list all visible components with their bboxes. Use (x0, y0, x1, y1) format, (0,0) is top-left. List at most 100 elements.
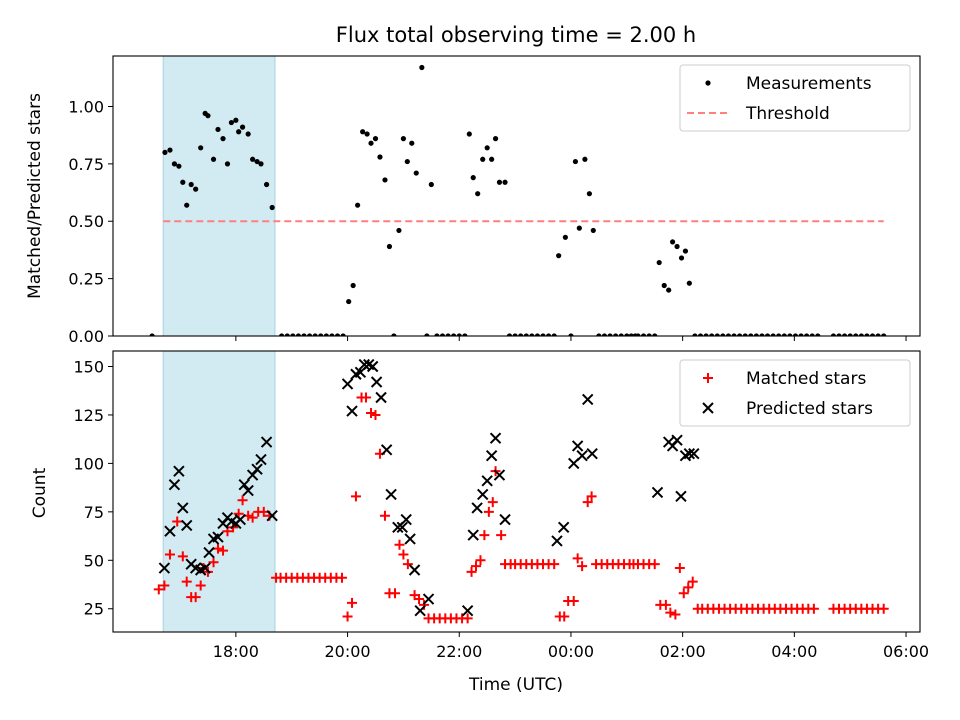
measurement-point (875, 333, 881, 336)
measurement-point (456, 333, 462, 336)
measurement-point (830, 333, 837, 336)
measurement-point (512, 333, 518, 336)
top-y-axis-label: Matched/Predicted stars (25, 93, 45, 299)
measurement-point (445, 333, 451, 336)
measurement-point (725, 333, 732, 336)
measurement-point (678, 255, 685, 261)
measurement-point (149, 333, 155, 336)
predicted-star-point (251, 463, 263, 475)
measurement-point (355, 202, 361, 208)
measurement-point (534, 333, 541, 336)
measurement-point (753, 333, 759, 336)
measurement-point (279, 333, 285, 336)
measurement-point (881, 333, 887, 336)
measurement-point (781, 333, 787, 336)
measurement-point (652, 333, 658, 336)
y-tick-label: 25 (84, 600, 104, 619)
matched-star-point (674, 563, 685, 574)
measurement-point (413, 170, 419, 176)
y-tick-label: 0.75 (68, 155, 104, 174)
matched-star-point (336, 572, 347, 583)
matched-star-point (665, 607, 676, 618)
predicted-star-point (212, 531, 224, 543)
legend-label: Measurements (746, 74, 872, 94)
measurement-point (798, 333, 804, 336)
matched-star-point (572, 553, 583, 564)
shaded-span (163, 351, 275, 632)
measurement-point (334, 333, 341, 336)
measurement-point (295, 333, 302, 336)
measurement-point (306, 333, 313, 336)
predicted-star-point (375, 391, 387, 404)
measurement-point (792, 333, 799, 336)
measurement-point (360, 129, 366, 135)
predicted-star-point (266, 510, 278, 522)
measurement-point (586, 191, 592, 197)
measurement-point (215, 126, 221, 133)
measurement-point (470, 175, 476, 181)
predicted-star-point (346, 405, 358, 417)
legend-box (679, 64, 911, 132)
measurement-point (731, 333, 737, 336)
predicted-star-point (489, 432, 502, 444)
legend-label: Threshold (745, 104, 830, 124)
measurement-point (224, 161, 231, 167)
predicted-star-point (238, 479, 250, 491)
series-predicted-stars (158, 358, 700, 617)
measurement-point (686, 280, 692, 286)
predicted-star-point (557, 521, 570, 534)
predicted-star-point (477, 488, 489, 501)
matched-star-point (419, 599, 430, 610)
measurement-point (377, 154, 383, 160)
measurement-point (424, 333, 430, 336)
matched-star-point (379, 510, 390, 521)
measurement-point (428, 181, 434, 188)
predicted-star-point (173, 465, 185, 477)
measurement-point (661, 282, 667, 289)
measurement-point (480, 156, 486, 162)
legend-label: Predicted stars (746, 399, 873, 419)
predicted-star-point (400, 513, 412, 526)
predicted-star-point (675, 490, 687, 503)
matched-star-point (586, 491, 597, 502)
matched-star-point (347, 597, 358, 608)
measurement-point (364, 131, 370, 137)
measurement-point (245, 131, 251, 137)
predicted-star-point (366, 360, 379, 373)
measurement-point (254, 158, 260, 165)
measurement-point (674, 243, 680, 250)
measurement-point (703, 333, 709, 336)
matched-star-point (181, 576, 192, 587)
matched-star-point (350, 491, 361, 502)
measurement-point (439, 333, 446, 336)
measurement-point (804, 333, 810, 336)
plot-area (153, 358, 889, 624)
x-tick-label: 04:00 (771, 642, 817, 661)
x-axis-label: Time (UTC) (468, 675, 563, 695)
predicted-star-point (461, 604, 474, 617)
measurement-point (764, 333, 771, 336)
x-tick-label: 20:00 (325, 642, 371, 661)
measurement-point (551, 333, 557, 336)
predicted-star-point (688, 448, 700, 460)
axes-frame (112, 55, 921, 337)
measurement-point (258, 161, 264, 167)
measurement-point (576, 225, 582, 231)
measurement-point (220, 136, 226, 142)
measurement-point (188, 181, 194, 188)
measurement-point (858, 333, 864, 336)
measurement-point (346, 298, 352, 305)
measurement-point (669, 239, 676, 245)
measurement-point (382, 177, 388, 183)
matched-star-point (342, 611, 353, 622)
matched-star-point (577, 561, 588, 572)
measurement-point (666, 287, 672, 293)
measurement-point (250, 156, 256, 162)
predicted-star-point (199, 562, 211, 574)
matched-star-point (402, 559, 413, 570)
y-tick-label: 1.00 (68, 97, 104, 116)
legend-marker-plus (703, 373, 713, 383)
measurement-point (228, 119, 234, 126)
predicted-star-point (471, 502, 483, 514)
